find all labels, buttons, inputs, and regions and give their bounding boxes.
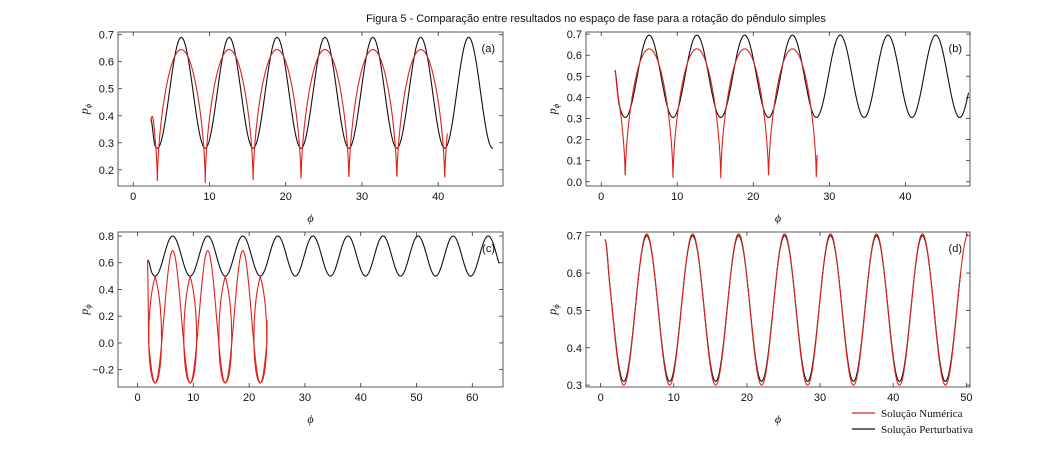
x-axis-label: ϕ [775, 211, 781, 225]
series-line-numerica [604, 233, 969, 386]
x-tick-label: 40 [887, 392, 899, 404]
y-tick-label: 0.4 [99, 111, 114, 123]
x-tick-label: 60 [466, 392, 478, 404]
svg-text:pϕ: pϕ [77, 304, 93, 316]
y-tick-label: 0.7 [567, 231, 582, 243]
y-tick-label: 0.8 [99, 231, 114, 243]
y-tick-label: 0.7 [99, 30, 114, 42]
y-tick-label: 0.2 [99, 165, 114, 177]
y-tick-label: 0.0 [567, 177, 582, 189]
y-tick-label: 0.6 [567, 50, 582, 62]
plot-frame [117, 31, 504, 187]
panel-label: (c) [482, 243, 495, 255]
x-tick-label: 30 [299, 392, 311, 404]
x-tick-label: 30 [814, 392, 826, 404]
x-tick-label: 10 [671, 191, 683, 203]
y-axis-label: pϕ [545, 103, 561, 115]
series-line-perturbativa [614, 34, 970, 118]
x-axis-label: ϕ [775, 412, 781, 426]
x-tick-label: 20 [747, 191, 759, 203]
y-tick-label: 0.3 [567, 113, 582, 125]
x-tick-label: 40 [355, 392, 367, 404]
x-axis-label: ϕ [307, 412, 313, 426]
y-tick-label: 0.2 [567, 135, 582, 147]
y-tick-label: 0.6 [567, 268, 582, 280]
y-axis-label: pϕ [77, 304, 93, 316]
chart-panel-a: 0 10 20 30 40 0.2 0.3 0.4 0.5 0.6 0.7 ϕ pϕ (a) [77, 30, 504, 225]
panel-label: (a) [482, 43, 495, 55]
plot-frame [117, 231, 504, 388]
panel-label: (b) [949, 43, 962, 55]
panel-label: (d) [949, 243, 962, 255]
x-tick-label: 20 [243, 392, 255, 404]
y-tick-label: 0.2 [99, 311, 114, 323]
y-tick-label: 0.6 [99, 258, 114, 270]
plot-frame [585, 31, 971, 187]
legend: Solução Numérica Solução Perturbativa [852, 408, 973, 436]
series-loop-numerica [253, 275, 268, 384]
series-loop-numerica [218, 275, 233, 384]
plot-frame [585, 231, 971, 388]
svg-text:pϕ: pϕ [545, 304, 561, 316]
y-tick-label: 0.0 [99, 338, 114, 350]
x-tick-label: 30 [823, 191, 835, 203]
svg-text:pϕ: pϕ [77, 103, 93, 115]
y-tick-label: 0.4 [567, 92, 582, 104]
chart-panel-c: 0 10 20 30 40 50 60 −0.2 0.0 0.2 0.4 0.6 0.8 ϕ pϕ (c) [77, 231, 504, 426]
y-axis-label: pϕ [545, 304, 561, 316]
y-tick-label: 0.4 [99, 284, 114, 296]
x-axis-label: ϕ [307, 211, 313, 225]
y-tick-label: 0.7 [567, 29, 582, 41]
series-line-perturbativa [150, 36, 494, 149]
y-tick-label: 0.4 [567, 343, 582, 355]
y-tick-label: 0.3 [99, 138, 114, 150]
series-loop-numerica [148, 275, 163, 384]
y-tick-label: 0.3 [567, 380, 582, 392]
x-tick-label: 0 [130, 191, 136, 203]
x-tick-label: 20 [280, 191, 292, 203]
chart-panel-d: 0 10 20 30 40 50 0.3 0.4 0.5 0.6 0.7 ϕ pϕ (d) [545, 231, 972, 426]
x-tick-label: 50 [960, 392, 972, 404]
legend-label-perturbativa: Solução Perturbativa [881, 424, 973, 436]
legend-label-numerica: Solução Numérica [881, 408, 963, 420]
x-tick-label: 0 [598, 191, 604, 203]
x-tick-label: 30 [356, 191, 368, 203]
y-tick-label: 0.5 [99, 84, 114, 96]
series-loop-numerica [183, 275, 198, 384]
series-line-numerica [150, 49, 448, 184]
chart-panel-b: 0 10 20 30 40 0.0 0.1 0.2 0.3 0.4 0.5 0.6 0.7 ϕ pϕ (b) [545, 29, 971, 225]
series-line-numerica [147, 250, 268, 384]
x-tick-label: 40 [432, 191, 444, 203]
y-axis-label: pϕ [77, 103, 93, 115]
y-tick-label: 0.6 [99, 57, 114, 69]
figure-title: Figura 5 - Comparação entre resultados n… [366, 13, 826, 25]
x-tick-label: 40 [899, 191, 911, 203]
y-tick-label: 0.5 [567, 71, 582, 83]
x-tick-label: 10 [668, 392, 680, 404]
y-tick-label: −0.2 [92, 365, 114, 377]
x-tick-label: 50 [410, 392, 422, 404]
svg-text:pϕ: pϕ [545, 103, 561, 115]
x-tick-label: 0 [598, 392, 604, 404]
y-tick-label: 0.5 [567, 305, 582, 317]
x-tick-label: 0 [134, 392, 140, 404]
x-tick-label: 10 [203, 191, 215, 203]
x-tick-label: 20 [741, 392, 753, 404]
y-tick-label: 0.1 [567, 156, 582, 168]
series-line-perturbativa [147, 235, 500, 277]
x-tick-label: 10 [187, 392, 199, 404]
series-line-numerica [614, 48, 818, 179]
